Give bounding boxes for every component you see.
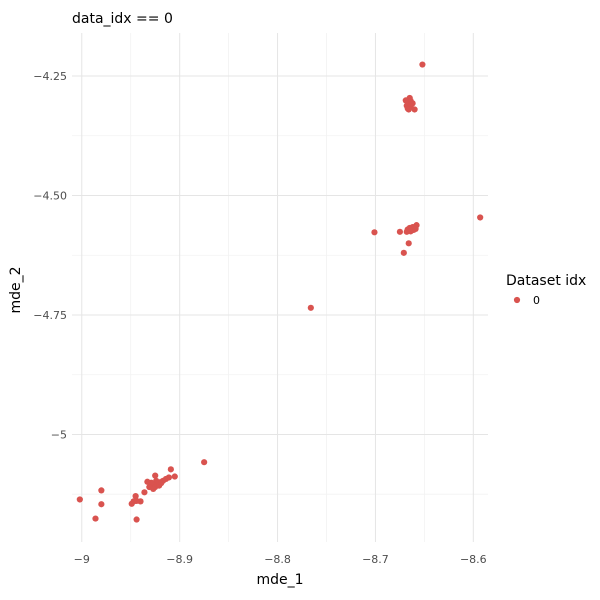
data-point xyxy=(477,214,484,221)
data-point xyxy=(141,489,148,496)
data-point xyxy=(132,493,139,500)
data-point xyxy=(144,478,151,485)
x-tick-label: −9 xyxy=(74,553,90,566)
chart-title: data_idx == 0 xyxy=(72,11,173,27)
legend-label: 0 xyxy=(533,294,540,307)
legend-marker xyxy=(513,296,521,304)
data-point xyxy=(402,97,409,104)
y-tick-label: −4.25 xyxy=(33,70,67,83)
legend: Dataset idx 0 xyxy=(506,273,586,307)
y-tick-label: −4.50 xyxy=(33,189,67,202)
y-tick-label: −4.75 xyxy=(33,309,67,322)
data-point xyxy=(409,100,416,107)
grid-major xyxy=(72,33,488,542)
data-point xyxy=(92,515,99,522)
data-point xyxy=(405,240,412,247)
x-axis-title: mde_1 xyxy=(256,572,303,588)
data-point xyxy=(405,106,412,113)
data-point xyxy=(150,485,157,493)
y-tick-label: −5 xyxy=(51,428,67,441)
data-points xyxy=(76,61,484,523)
data-point xyxy=(171,473,178,480)
data-point xyxy=(371,229,378,236)
data-point xyxy=(201,459,208,466)
data-point xyxy=(167,466,174,473)
y-tick-labels: −4.25 −4.50 −4.75 −5 xyxy=(33,70,67,441)
data-point xyxy=(98,501,105,508)
data-point xyxy=(419,61,426,68)
data-point xyxy=(412,225,419,233)
data-point xyxy=(98,487,105,494)
data-point xyxy=(400,249,407,256)
legend-title: Dataset idx xyxy=(506,273,586,289)
x-tick-label: −8.6 xyxy=(460,553,487,566)
data-point xyxy=(307,304,314,311)
legend-entries: 0 xyxy=(513,294,540,307)
x-tick-labels: −9 −8.9 −8.8 −8.7 −8.6 xyxy=(74,553,487,566)
data-point xyxy=(396,228,404,235)
data-point xyxy=(152,472,159,479)
data-point xyxy=(76,496,83,503)
x-tick-label: −8.9 xyxy=(166,553,193,566)
data-point xyxy=(403,228,410,235)
grid-minor xyxy=(72,33,488,542)
data-point xyxy=(157,480,165,487)
data-point xyxy=(128,500,135,507)
x-tick-label: −8.8 xyxy=(264,553,291,566)
x-tick-label: −8.7 xyxy=(362,553,389,566)
data-point xyxy=(411,106,418,113)
y-axis-title: mde_2 xyxy=(8,266,24,313)
data-point xyxy=(133,516,140,523)
